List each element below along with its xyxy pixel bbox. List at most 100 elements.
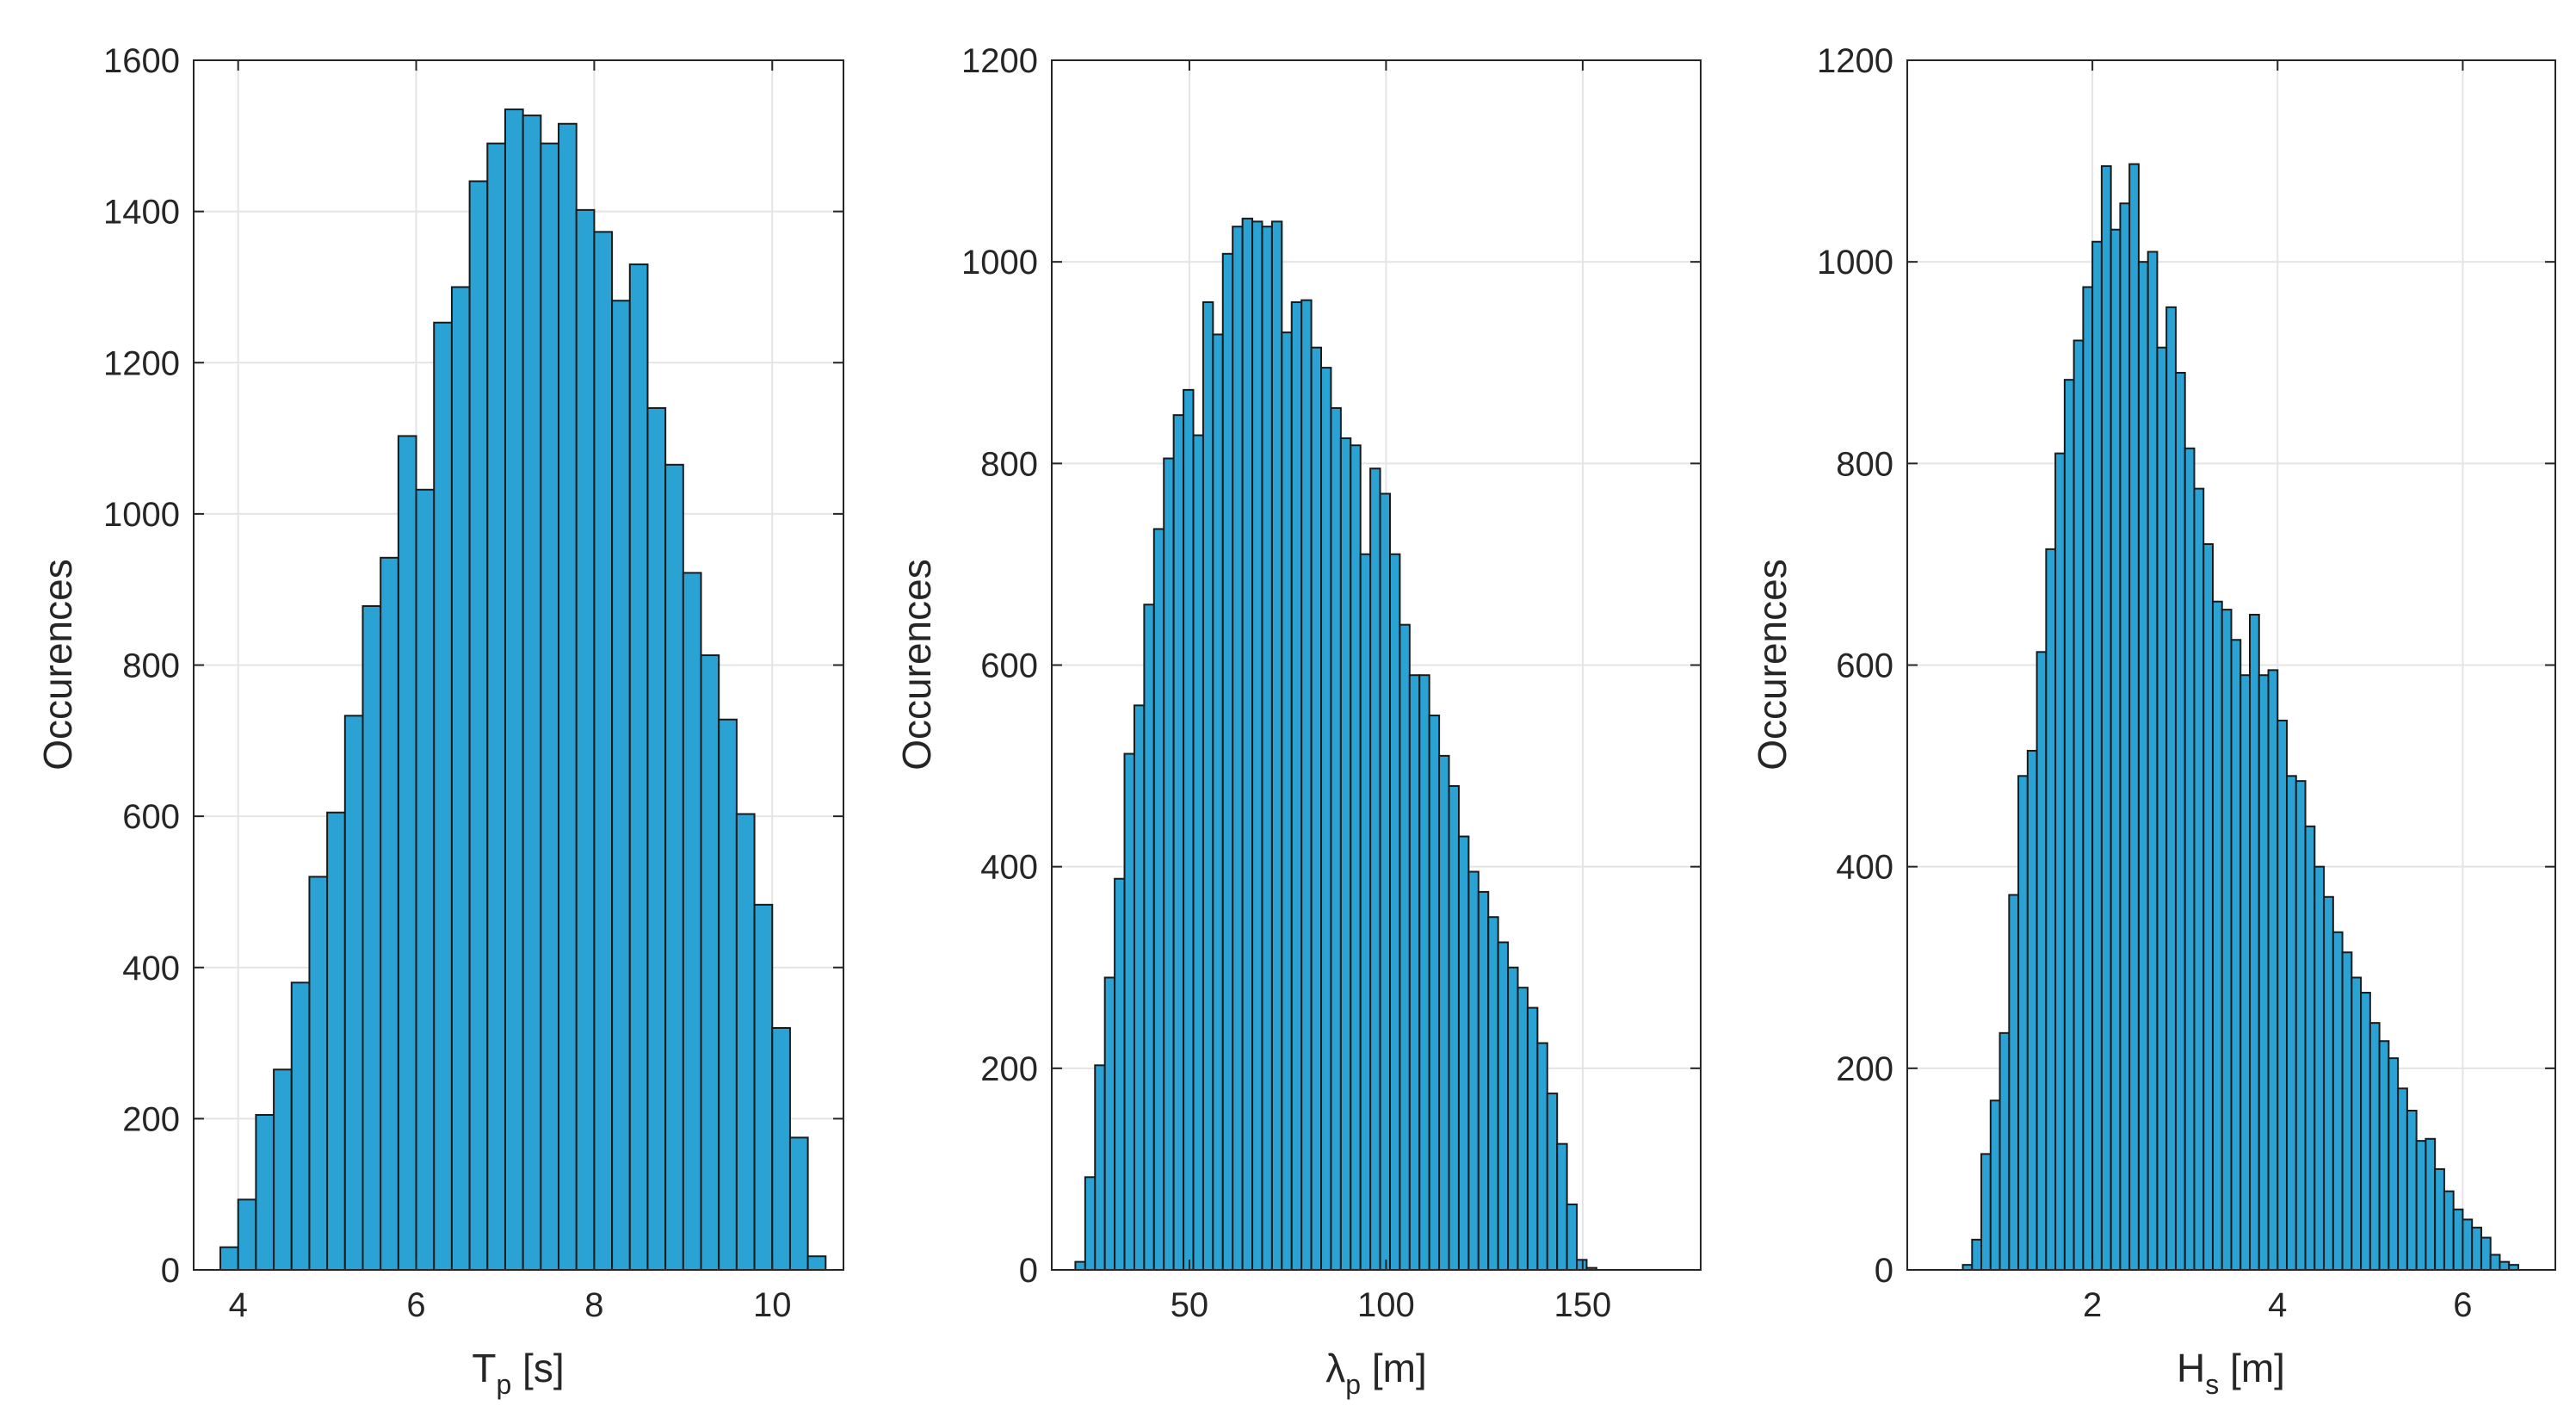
y-tick-label: 200 bbox=[980, 1050, 1038, 1088]
histogram-bar bbox=[343, 715, 364, 1271]
histogram-bar bbox=[735, 813, 756, 1271]
histogram-bar bbox=[2008, 894, 2020, 1271]
histogram-bar bbox=[1448, 785, 1460, 1271]
histogram-bar bbox=[2165, 306, 2177, 1272]
y-axis-label: Occurences bbox=[894, 559, 939, 770]
bars bbox=[1074, 217, 1597, 1272]
histogram-bar bbox=[1330, 406, 1342, 1271]
histogram-bar bbox=[2017, 775, 2029, 1271]
y-tick-label: 600 bbox=[980, 647, 1038, 685]
histogram-bar bbox=[361, 605, 382, 1271]
histogram-panel-lambda: 0 200 400 600 800 1000 1200 50 100 150 λp [m] Occ… bbox=[894, 42, 1702, 1400]
histogram-bar bbox=[1172, 414, 1185, 1271]
histogram-bar bbox=[664, 463, 684, 1271]
histogram-bar bbox=[2276, 719, 2289, 1271]
histogram-bar bbox=[1526, 1006, 1539, 1272]
histogram-bar bbox=[2304, 825, 2316, 1271]
y-tick-label: 1000 bbox=[1817, 244, 1893, 282]
histogram-bar bbox=[1457, 835, 1470, 1272]
histogram-bar bbox=[593, 231, 614, 1272]
y-tick-label: 1600 bbox=[103, 42, 180, 80]
ticks bbox=[1052, 59, 1701, 1271]
histogram-bar bbox=[1192, 434, 1204, 1271]
y-axis-label: Occurences bbox=[35, 559, 80, 770]
histogram-bar bbox=[1183, 388, 1195, 1271]
histogram-bar bbox=[1221, 252, 1234, 1271]
histogram-bar bbox=[1576, 1259, 1588, 1271]
histogram-bar bbox=[2054, 452, 2066, 1271]
y-tick-label: 0 bbox=[1875, 1252, 1893, 1290]
x-axis-label: λp [m] bbox=[1325, 1346, 1426, 1400]
histogram-bar bbox=[2341, 951, 2353, 1271]
x-tick-label: 150 bbox=[1554, 1286, 1612, 1324]
y-tick-label: 1200 bbox=[103, 344, 180, 382]
histogram-bar bbox=[2110, 228, 2122, 1272]
histogram-bar bbox=[2332, 931, 2344, 1272]
histogram-bar bbox=[2045, 548, 2057, 1271]
histogram-bar bbox=[486, 142, 506, 1271]
histogram-bar bbox=[2184, 447, 2196, 1271]
histogram-bar bbox=[1133, 704, 1146, 1271]
histogram-bar bbox=[326, 811, 346, 1271]
histogram-bar bbox=[2499, 1260, 2511, 1271]
y-tick-label: 400 bbox=[1836, 849, 1893, 887]
histogram-panel-hs: 0 200 400 600 800 1000 1200 2 4 6 Hs [m] Occurenc… bbox=[1750, 42, 2556, 1400]
y-tick-label: 1000 bbox=[961, 244, 1038, 282]
histogram-bar bbox=[1212, 333, 1224, 1271]
y-axis-label: Occurences bbox=[1750, 559, 1795, 770]
histogram-bar bbox=[380, 556, 399, 1271]
histogram-bar bbox=[1074, 1260, 1086, 1271]
histogram-bar bbox=[575, 208, 596, 1271]
histogram-bar bbox=[450, 286, 471, 1271]
histogram-bar bbox=[2406, 1110, 2418, 1271]
histogram-bar bbox=[1388, 553, 1401, 1271]
y-tick-label: 400 bbox=[980, 849, 1038, 887]
tick-labels: 0 200 400 600 800 1000 1200 2 4 6 bbox=[1817, 42, 2473, 1324]
histogram-bar bbox=[2026, 750, 2038, 1271]
y-tick-label: 200 bbox=[122, 1100, 180, 1138]
histogram-bar bbox=[2147, 251, 2159, 1271]
histogram-bar bbox=[273, 1068, 293, 1271]
histogram-bar bbox=[1998, 1031, 2011, 1271]
x-tick-label: 4 bbox=[2268, 1286, 2287, 1324]
histogram-bar bbox=[290, 981, 311, 1271]
histogram-bar bbox=[2035, 651, 2048, 1271]
histogram-bar bbox=[2471, 1226, 2482, 1271]
histogram-bar bbox=[522, 115, 542, 1271]
histogram-bar bbox=[503, 108, 524, 1271]
histogram-bar bbox=[468, 180, 489, 1271]
histogram-bar bbox=[2388, 1057, 2400, 1271]
histogram-bar bbox=[1143, 604, 1155, 1271]
histogram-bar bbox=[1163, 457, 1175, 1271]
histogram-panel-tp: 0 200 400 600 800 1000 1200 1400 1600 4 6 8 10 Tp [s… bbox=[35, 42, 844, 1400]
x-tick-label: 2 bbox=[2083, 1286, 2102, 1324]
histogram-bar bbox=[753, 903, 774, 1271]
x-tick-label: 8 bbox=[584, 1286, 603, 1324]
histogram-bar bbox=[1320, 367, 1332, 1272]
histogram-bar bbox=[2128, 163, 2140, 1272]
histogram-bar bbox=[2119, 202, 2131, 1272]
histogram-bar bbox=[1989, 1099, 2001, 1272]
histogram-bar bbox=[1536, 1042, 1548, 1271]
histogram-bar bbox=[2462, 1218, 2474, 1272]
histogram-bar bbox=[682, 572, 702, 1271]
histogram-bar bbox=[2100, 164, 2112, 1271]
bars bbox=[219, 108, 827, 1272]
histogram-bar bbox=[1477, 890, 1490, 1271]
histogram-bar bbox=[2443, 1190, 2455, 1272]
histogram-bar bbox=[2221, 609, 2233, 1271]
histogram-bar bbox=[558, 122, 578, 1272]
histogram-bar bbox=[1487, 916, 1499, 1272]
y-tick-label: 0 bbox=[1019, 1252, 1038, 1290]
histogram-bar bbox=[2425, 1137, 2437, 1271]
histogram-bar bbox=[2323, 895, 2334, 1271]
histogram-bar bbox=[308, 876, 329, 1271]
histogram-bar bbox=[2489, 1254, 2501, 1271]
histogram-bar bbox=[415, 488, 436, 1271]
y-tick-label: 0 bbox=[161, 1252, 180, 1290]
histogram-bar bbox=[718, 718, 738, 1271]
histogram-bar bbox=[2156, 346, 2168, 1271]
bars bbox=[1961, 163, 2519, 1272]
histogram-bar bbox=[2295, 780, 2307, 1271]
